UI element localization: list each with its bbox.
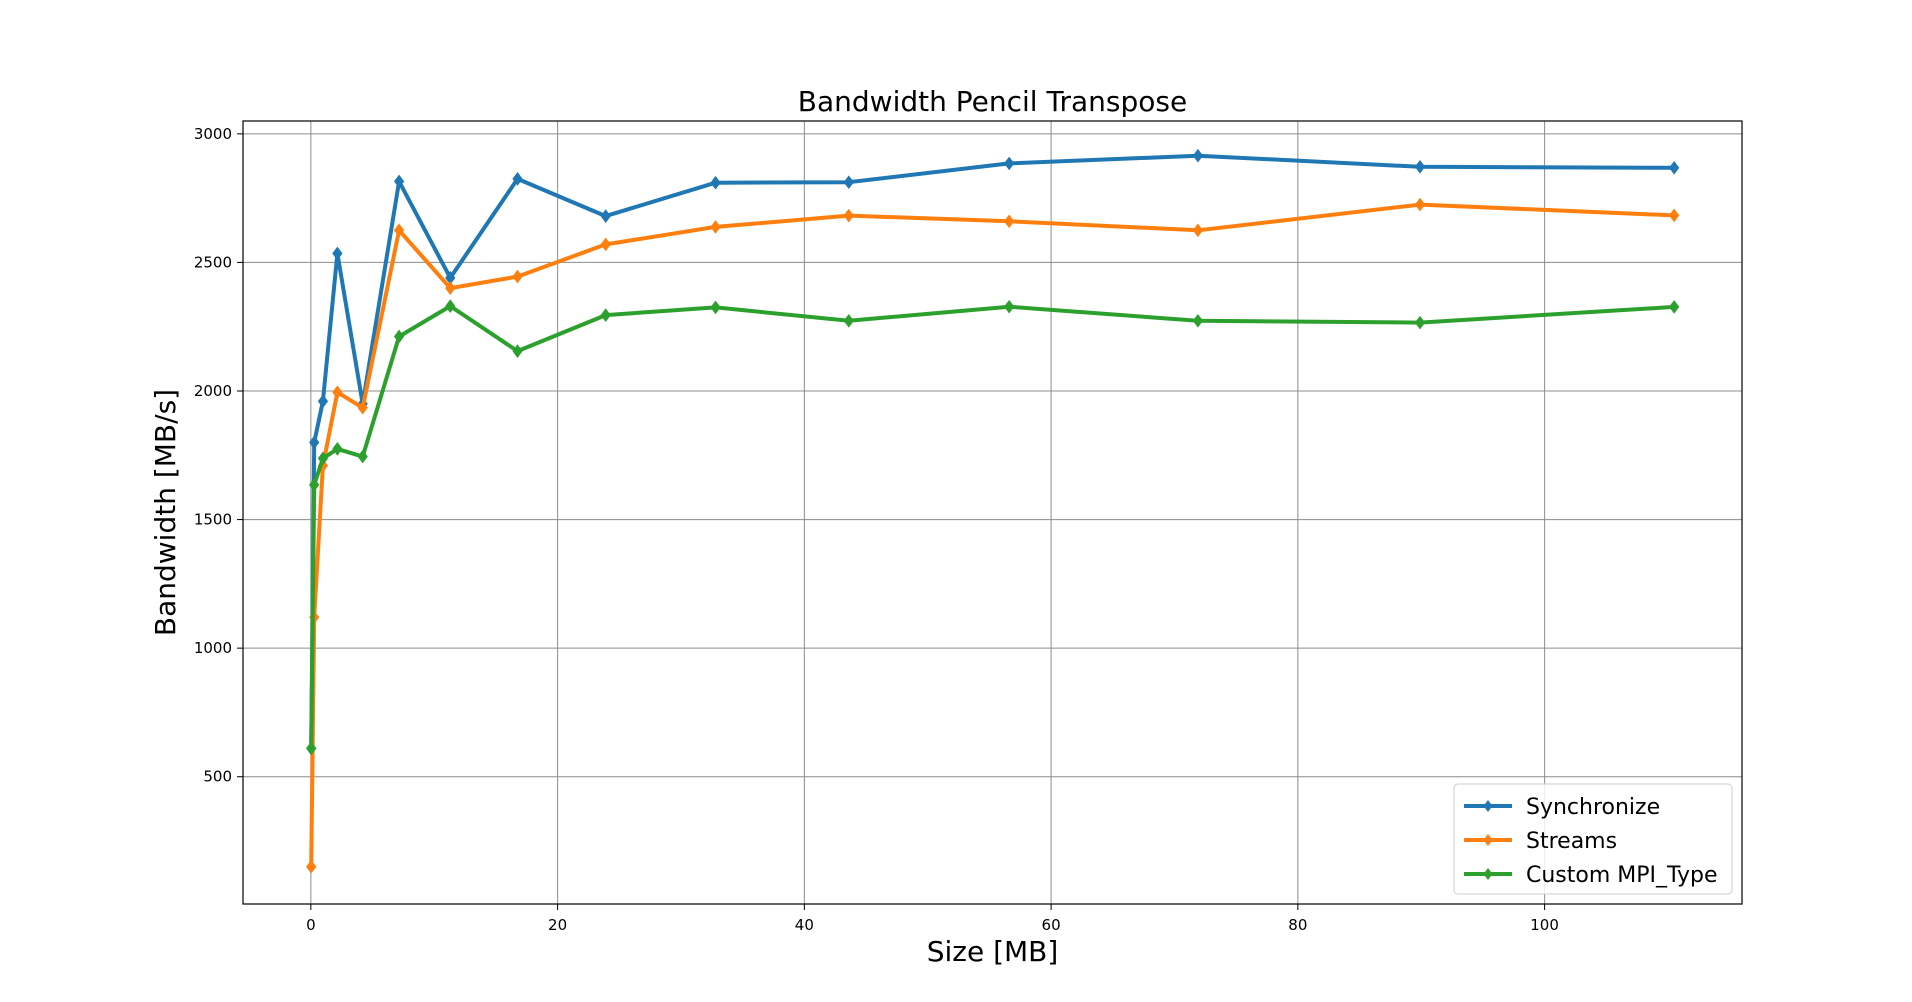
y-tick-label: 500	[203, 768, 232, 786]
series-custom-mpi-type	[306, 299, 1680, 756]
series-synchronize	[306, 148, 1680, 756]
data-point	[317, 451, 329, 466]
data-point	[317, 394, 329, 409]
data-point	[1414, 159, 1426, 174]
axis-ticks: 0 20 40 60 80 100 500 1000 1500 2000 2500 3000	[194, 125, 1559, 934]
data-point	[357, 400, 368, 415]
series-line	[309, 202, 1677, 869]
data-point	[1192, 223, 1204, 238]
data-point	[306, 859, 317, 874]
data-point	[512, 344, 523, 358]
legend-label: Streams	[1526, 829, 1617, 854]
data-point	[332, 442, 343, 456]
legend-item: Streams	[1464, 829, 1617, 854]
data-point	[332, 246, 343, 261]
x-tick-label: 20	[548, 916, 567, 934]
x-tick-label: 0	[306, 916, 316, 934]
x-tick-label: 40	[795, 916, 814, 934]
data-point	[1669, 160, 1680, 175]
data-point	[512, 172, 523, 186]
data-point	[512, 269, 523, 284]
data-point	[445, 281, 456, 295]
x-axis-label: Size [MB]	[927, 935, 1059, 968]
data-point	[1004, 214, 1015, 229]
data-point	[1669, 300, 1680, 314]
legend-item: Custom MPI_Type	[1464, 863, 1718, 888]
data-point	[843, 175, 854, 190]
data-point	[710, 220, 721, 234]
data-point	[1192, 148, 1204, 163]
data-point	[1004, 299, 1015, 314]
x-tick-label: 80	[1288, 916, 1307, 934]
data-point	[445, 299, 456, 313]
legend-box	[1453, 783, 1733, 895]
data-point	[309, 478, 320, 492]
legend-marker	[1483, 868, 1493, 880]
data-point	[1669, 208, 1680, 223]
data-series	[306, 148, 1680, 874]
legend-item: Synchronize	[1464, 795, 1660, 820]
y-tick-label: 2500	[194, 253, 232, 271]
data-point	[1192, 313, 1204, 328]
data-point	[600, 237, 611, 252]
legend-label: Custom MPI_Type	[1526, 863, 1718, 888]
data-point	[600, 308, 611, 322]
data-point	[843, 208, 854, 223]
series-streams	[306, 197, 1680, 874]
data-point	[843, 313, 854, 328]
data-point	[1004, 156, 1015, 171]
data-point	[710, 300, 721, 315]
series-line	[309, 304, 1677, 751]
legend-marker	[1483, 834, 1493, 846]
data-point	[393, 174, 405, 189]
data-point	[357, 449, 368, 464]
legend: Synchronize Streams Custom MPI_Type	[1453, 783, 1733, 895]
data-point	[306, 741, 317, 756]
data-point	[710, 175, 721, 190]
legend-label: Synchronize	[1526, 795, 1660, 820]
series-line	[309, 153, 1677, 751]
y-tick-label: 3000	[194, 125, 232, 143]
grid-lines	[243, 121, 1742, 904]
y-tick-label: 2000	[194, 382, 232, 400]
x-tick-label: 60	[1042, 916, 1061, 934]
chart-title: Bandwidth Pencil Transpose	[798, 85, 1187, 118]
data-point	[332, 385, 343, 400]
data-point	[1414, 197, 1426, 212]
legend-marker	[1483, 800, 1493, 812]
plot-area-frame	[242, 120, 1743, 905]
y-tick-label: 1500	[194, 511, 232, 529]
data-point	[393, 329, 405, 344]
y-axis-label: Bandwidth [MB/s]	[149, 389, 182, 636]
x-tick-label: 100	[1530, 916, 1559, 934]
data-point	[393, 223, 405, 238]
data-point	[309, 435, 320, 450]
y-tick-label: 1000	[194, 639, 232, 657]
data-point	[1414, 315, 1426, 330]
data-point	[600, 209, 611, 223]
